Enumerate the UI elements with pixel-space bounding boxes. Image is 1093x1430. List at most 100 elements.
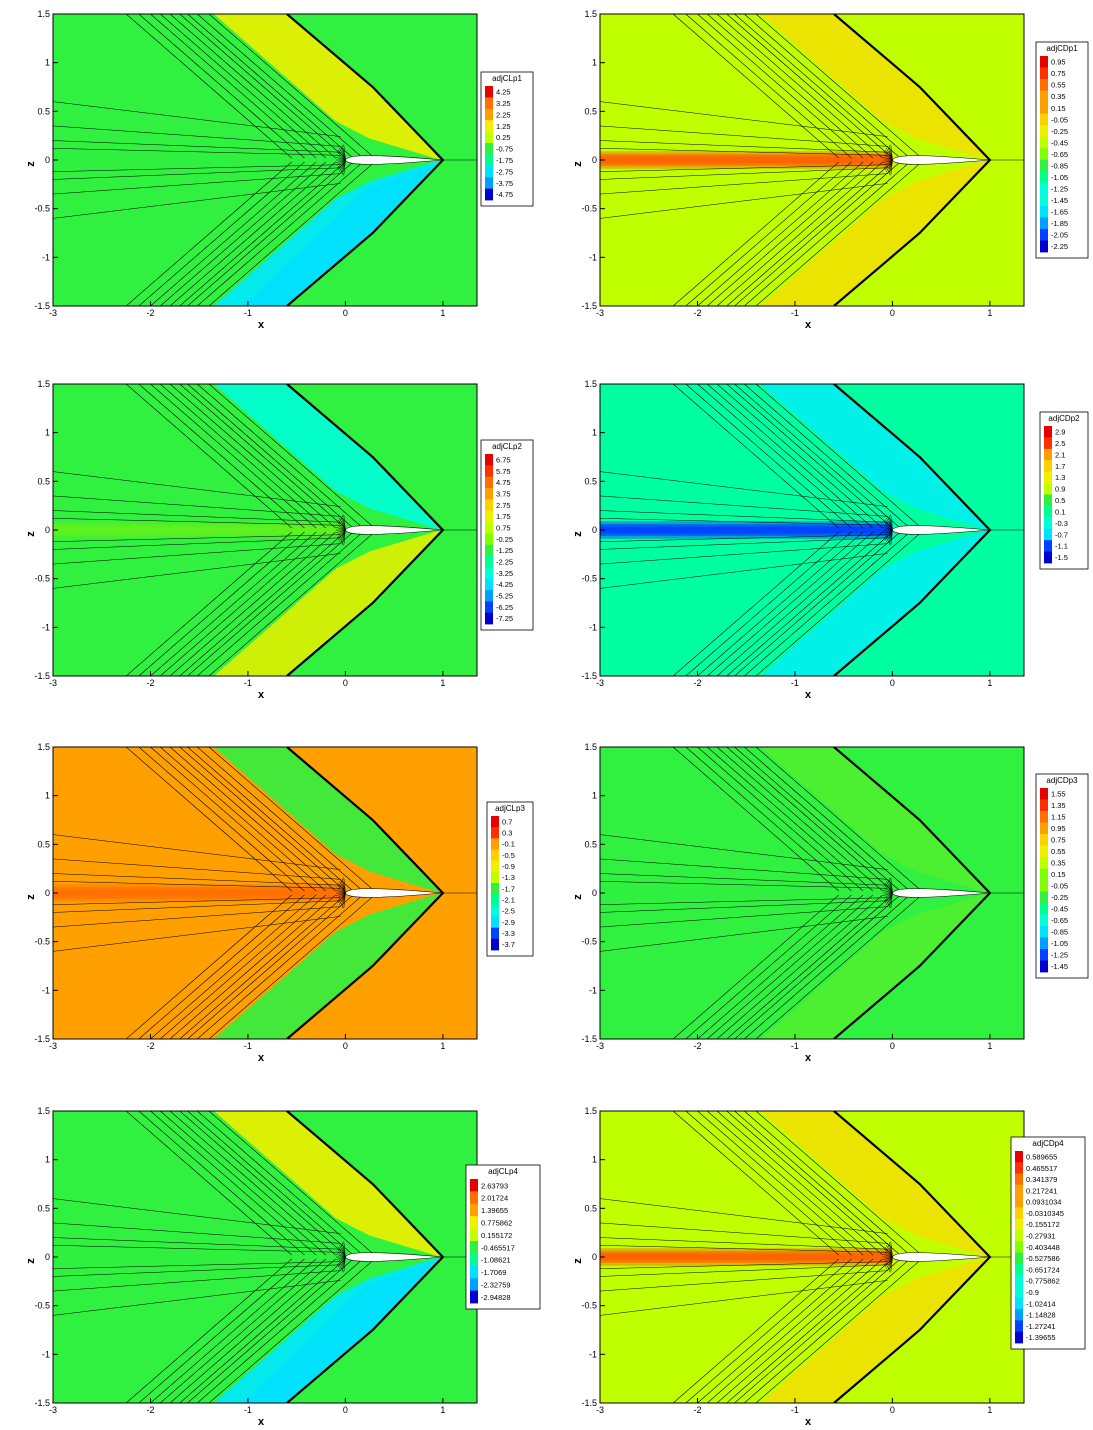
legend-level-label: -0.45 [1051,138,1068,147]
legend-swatch [1015,1309,1023,1321]
legend-level-label: 2.9 [1055,428,1065,437]
x-tick-label: 0 [343,1405,348,1415]
legend-swatch [1040,834,1048,846]
x-tick-label: 1 [987,678,992,688]
y-axis-label: z [25,161,37,167]
legend-title: adjCDp1 [1046,44,1078,53]
legend-level-label: -0.775862 [1026,1277,1060,1286]
legend-level-label: -0.25 [1051,127,1068,136]
legend-swatch [1040,206,1048,218]
y-axis-label: z [572,531,584,537]
legend-level-label: 0.75 [496,524,511,533]
y-tick-label: 0.5 [37,1203,50,1213]
wake-band [600,890,892,897]
legend-swatch [1015,1162,1023,1174]
legend-level-label: 1.25 [496,122,511,131]
legend-level-label: -1.65 [1051,208,1068,217]
legend-swatch [491,905,499,917]
x-axis-label: x [805,1416,812,1428]
x-tick-label: -1 [791,678,799,688]
legend-level-label: -4.25 [496,580,513,589]
x-tick-label: -1 [244,308,252,318]
legend-swatch [470,1266,478,1279]
y-tick-label: -1 [42,252,50,262]
legend-level-label: -0.05 [1051,882,1068,891]
plot-area [53,384,477,676]
legend-level-label: 1.7 [1055,462,1065,471]
y-tick-label: 0 [45,525,50,535]
y-tick-label: 0 [592,888,597,898]
x-tick-label: -2 [693,678,701,688]
legend-title: adjCLp2 [492,442,522,451]
legend-level-label: 0.95 [1051,58,1066,67]
y-tick-label: 0.5 [584,106,597,116]
contour-panel: -3 -2 -1 0 11.510.50-0.5-1-1.5xzadjCLp42.637… [25,1106,540,1428]
legend-level-label: 3.75 [496,490,511,499]
legend-swatch [1040,194,1048,206]
plot-area [600,747,1024,1039]
y-tick-label: 0.5 [37,106,50,116]
legend-swatch [1044,540,1052,552]
x-tick-label: 0 [890,308,895,318]
x-tick-label: -3 [49,1405,57,1415]
x-tick-label: -2 [146,678,154,688]
legend-level-label: -5.25 [496,592,513,601]
y-tick-label: 1.5 [37,379,50,389]
legend-level-label: -0.7 [1055,530,1068,539]
legend-level-label: 2.1 [1055,450,1065,459]
x-tick-label: -1 [791,1405,799,1415]
legend-swatch [1040,857,1048,869]
legend-swatch [1040,961,1048,973]
y-axis-label: z [572,1258,584,1264]
x-tick-label: 0 [890,1405,895,1415]
y-tick-label: 1 [45,791,50,801]
wake-band [53,1254,345,1261]
legend: adjCLp14.253.252.251.250.25-0.75-1.75-2.… [481,72,533,206]
legend-level-label: -1.14828 [1026,1311,1056,1320]
legend-level-label: -2.5 [502,907,515,916]
legend-swatch [485,166,493,178]
legend-swatch [485,109,493,121]
legend-swatch [1044,529,1052,541]
legend-level-label: 2.63793 [481,1181,508,1190]
y-tick-label: -1 [589,252,597,262]
x-tick-label: 0 [343,308,348,318]
y-tick-label: 0 [592,1252,597,1262]
legend-swatch [485,613,493,625]
y-tick-label: 1.5 [37,9,50,19]
legend-swatch [1015,1275,1023,1287]
y-tick-label: 0.5 [584,1203,597,1213]
y-tick-label: 0.5 [37,476,50,486]
x-tick-label: -2 [693,1041,701,1051]
y-tick-label: 0 [45,155,50,165]
x-tick-label: 0 [890,1041,895,1051]
y-tick-label: 1.5 [584,379,597,389]
legend-swatch [1015,1174,1023,1186]
legend-level-label: -0.0310345 [1026,1209,1064,1218]
y-tick-label: -1.5 [581,1034,597,1044]
legend-swatch [485,97,493,109]
y-tick-label: 0.5 [37,839,50,849]
legend-swatch [1040,137,1048,149]
legend-swatch [1015,1196,1023,1208]
x-tick-label: -2 [146,1405,154,1415]
legend-level-label: 0.5 [1055,496,1065,505]
legend-level-label: -1.75 [496,156,513,165]
y-tick-label: -1 [589,1349,597,1359]
y-axis-label: z [25,1258,37,1264]
x-tick-label: 1 [440,1405,445,1415]
legend-level-label: -1.7069 [481,1268,506,1277]
legend-title: adjCDp4 [1032,1139,1064,1148]
legend-swatch [1015,1287,1023,1299]
x-tick-label: -1 [791,1041,799,1051]
legend-level-label: 5.75 [496,467,511,476]
legend-swatch [1040,892,1048,904]
legend-swatch [485,86,493,98]
y-tick-label: -0.5 [34,574,50,584]
y-tick-label: -0.5 [581,1301,597,1311]
legend-level-label: 0.775862 [481,1219,512,1228]
legend-swatch [485,120,493,132]
x-axis-label: x [258,1416,265,1428]
x-tick-label: -3 [596,1405,604,1415]
